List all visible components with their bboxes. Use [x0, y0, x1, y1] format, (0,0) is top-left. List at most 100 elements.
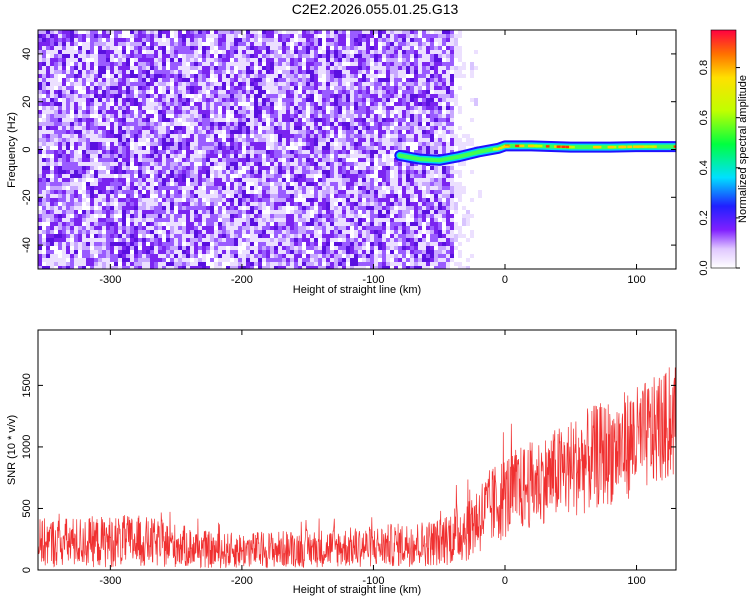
heatmap-cell — [134, 150, 138, 154]
heatmap-cell — [150, 74, 154, 78]
heatmap-cell — [158, 134, 162, 138]
heatmap-cell — [98, 242, 102, 246]
heatmap-cell — [334, 218, 338, 222]
heatmap-cell — [122, 94, 126, 98]
heatmap-cell — [338, 82, 342, 86]
heatmap-cell — [310, 266, 314, 269]
heatmap-cell — [190, 262, 194, 266]
heatmap-cell — [302, 150, 306, 154]
heatmap-cell — [230, 210, 234, 214]
heatmap-cell — [322, 66, 326, 70]
heatmap-cell — [274, 238, 278, 242]
heatmap-cell — [150, 94, 154, 98]
heatmap-cell — [366, 134, 370, 138]
heatmap-cell — [414, 114, 418, 118]
heatmap-cell — [234, 106, 238, 110]
heatmap-cell — [38, 54, 42, 58]
heatmap-cell — [330, 150, 334, 154]
heatmap-cell — [306, 234, 310, 238]
heatmap-cell — [234, 262, 238, 266]
heatmap-cell — [106, 130, 110, 138]
heatmap-cell — [382, 106, 386, 110]
heatmap-cell — [258, 134, 262, 138]
heatmap-cell — [186, 74, 190, 78]
heatmap-cell — [290, 106, 294, 110]
heatmap-cell — [334, 198, 338, 202]
heatmap-cell — [42, 142, 46, 146]
heatmap-cell — [194, 114, 198, 118]
heatmap-cell — [98, 250, 102, 254]
heatmap-cell — [70, 182, 74, 186]
heatmap-cell — [42, 70, 46, 74]
heatmap-cell — [338, 218, 342, 222]
heatmap-cell — [74, 226, 78, 230]
heatmap-cell — [278, 110, 282, 114]
heatmap-cell — [146, 214, 150, 218]
heatmap-cell — [302, 122, 306, 126]
heatmap-cell — [174, 34, 178, 38]
heatmap-cell — [222, 238, 226, 242]
heatmap-cell — [418, 86, 422, 90]
heatmap-cell — [278, 182, 282, 186]
heatmap-cell — [70, 206, 74, 210]
heatmap-cell — [298, 166, 302, 170]
heatmap-cell — [186, 258, 190, 262]
heatmap-cell — [166, 150, 170, 154]
heatmap-cell — [270, 158, 274, 162]
heatmap-cell — [170, 146, 174, 150]
heatmap-cell — [362, 202, 366, 206]
heatmap-cell — [118, 110, 122, 114]
heatmap-cell — [286, 70, 290, 74]
heatmap-cell — [130, 50, 134, 58]
heatmap-cell — [350, 210, 354, 214]
heatmap-cell — [422, 74, 426, 78]
heatmap-cell — [218, 162, 222, 166]
heatmap-cell — [294, 250, 298, 254]
heatmap-cell — [42, 202, 46, 206]
heatmap-cell — [62, 146, 66, 150]
heatmap-cell — [178, 250, 182, 254]
heatmap-cell — [386, 58, 390, 62]
heatmap-cell — [266, 242, 270, 246]
heatmap-cell — [298, 74, 302, 78]
heatmap-cell — [350, 170, 354, 174]
heatmap-cell — [182, 86, 186, 90]
heatmap-cell — [302, 210, 306, 214]
heatmap-cell — [154, 86, 158, 94]
heatmap-cell — [38, 58, 42, 62]
heatmap-cell — [286, 266, 290, 269]
heatmap-cell — [102, 110, 106, 114]
heatmap-cell — [178, 262, 182, 266]
heatmap-cell — [54, 114, 58, 118]
heatmap-cell — [98, 246, 102, 250]
heatmap-cell — [142, 130, 146, 134]
heatmap-cell — [374, 66, 378, 70]
heatmap-cell — [162, 130, 166, 134]
heatmap-cell — [294, 214, 298, 218]
heatmap-cell — [38, 202, 42, 206]
heatmap-cell — [402, 250, 406, 258]
heatmap-cell — [50, 138, 54, 142]
heatmap-cell — [166, 122, 170, 126]
heatmap-cell — [138, 138, 142, 142]
heatmap-cell — [214, 42, 218, 46]
heatmap-cell — [334, 126, 338, 134]
heatmap-cell — [74, 118, 78, 122]
heatmap-cell — [406, 62, 410, 66]
heatmap-cell — [122, 262, 126, 269]
heatmap-cell — [190, 162, 194, 166]
heatmap-cell — [266, 126, 270, 130]
heatmap-cell — [66, 194, 70, 198]
heatmap-cell — [174, 182, 178, 186]
heatmap-cell — [418, 98, 422, 102]
heatmap-cell — [366, 186, 370, 190]
heatmap-cell — [170, 86, 174, 90]
heatmap-cell — [210, 218, 214, 226]
heatmap-cell — [274, 150, 278, 158]
heatmap-cell — [62, 70, 66, 74]
heatmap-cell — [402, 142, 406, 146]
heatmap-cell — [118, 102, 122, 106]
heatmap-cell — [186, 114, 190, 118]
heatmap-cell — [110, 42, 114, 46]
heatmap-cell — [70, 250, 74, 254]
